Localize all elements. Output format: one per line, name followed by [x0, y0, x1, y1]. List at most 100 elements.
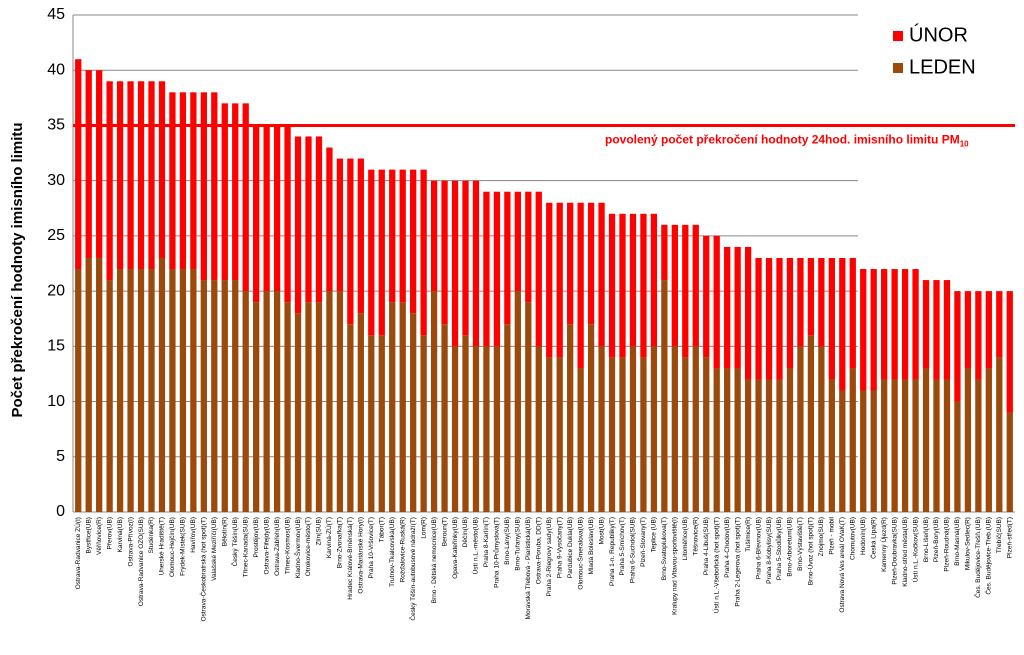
- x-tick-label: Český Těšín-autobusové nádraží(T): [408, 517, 417, 621]
- x-tick-label: Praha 2-Riegrovy sady(UB): [546, 517, 553, 596]
- bar-segment: [504, 191, 511, 325]
- bar-segment: [399, 302, 406, 512]
- x-tick-label: Brno-Zvonařka(T): [337, 517, 344, 568]
- x-tick-label: Česká Lípa(R): [868, 517, 877, 559]
- bar-segment: [305, 302, 312, 512]
- x-tick-label: Třinec-Kanada(SUB): [242, 517, 249, 577]
- bar-segment: [347, 158, 354, 325]
- bar-segment: [765, 379, 773, 512]
- bar-segment: [389, 302, 396, 512]
- bar-segment: [577, 368, 584, 512]
- bar-segment: [870, 269, 877, 391]
- bar-segment: [441, 180, 448, 325]
- x-tick-label: Praha 2-Legerova (hot spot)(T): [734, 517, 741, 607]
- y-tick-label: 20: [47, 282, 65, 299]
- x-tick-label: Ústí n.L.-město(UB): [471, 517, 480, 574]
- x-tick-label: Praha 5-Stodůlky(UB): [775, 517, 783, 580]
- bar-segment: [410, 169, 417, 314]
- bar-segment: [734, 368, 741, 512]
- x-tick-label: Rožďalovice-Ruská(R): [399, 517, 406, 582]
- bar-segment: [315, 136, 323, 303]
- bar-segment: [724, 246, 731, 369]
- legend-bg: [862, 18, 1012, 88]
- bar-segment: [734, 246, 741, 369]
- x-tick-label: Teplice (UB): [651, 517, 658, 552]
- bar-segment: [127, 81, 134, 270]
- bar-segment: [336, 291, 344, 512]
- y-tick-label: 5: [56, 448, 65, 465]
- x-tick-label: Děčín(UB): [462, 517, 469, 547]
- bar-segment: [504, 324, 511, 512]
- x-tick-label: Chomutov(UB): [849, 517, 856, 560]
- bar-segment: [587, 324, 595, 512]
- x-tick-label: Ostrava-Přívoz(I): [127, 517, 134, 566]
- bar-segment: [294, 313, 302, 512]
- bar-segment: [253, 125, 260, 303]
- bar-segment: [985, 291, 992, 369]
- bar-segment: [922, 368, 930, 512]
- bar-segment: [870, 390, 877, 512]
- bar-segment: [148, 269, 155, 512]
- x-tick-label: Brno - Dětská nemocnice(UB): [431, 517, 438, 603]
- bar-segment: [671, 346, 678, 512]
- bar-segment: [127, 269, 134, 512]
- bar-segment: [933, 280, 940, 380]
- legend-swatch: [893, 63, 903, 73]
- bar-segment: [200, 92, 207, 281]
- x-tick-label: Třebíč(SUB): [996, 517, 1003, 553]
- y-tick-label: 15: [47, 338, 65, 355]
- x-tick-label: Praha 4-Chodov(UB): [724, 517, 731, 578]
- x-tick-label: Brno-Úvoz (hot spot)(T): [806, 517, 815, 585]
- bar-segment: [472, 180, 480, 347]
- bar-segment: [587, 202, 595, 325]
- bar-segment: [608, 213, 616, 358]
- bar-segment: [807, 257, 815, 336]
- bar-segment: [912, 379, 919, 512]
- bar-segment: [294, 136, 302, 314]
- bar-segment: [828, 379, 835, 512]
- bar-segment: [964, 291, 972, 369]
- bar-segment: [776, 379, 783, 512]
- bar-segment: [232, 280, 239, 512]
- x-tick-label: Valašské Meziříčí(UB): [211, 517, 218, 581]
- bar-segment: [158, 257, 166, 512]
- bar-segment: [169, 269, 176, 512]
- x-tick-label: Ostrava-Fifejdy(UB): [263, 517, 270, 574]
- bar-segment: [619, 213, 626, 358]
- bar-segment: [943, 280, 951, 380]
- bar-segment: [420, 335, 427, 512]
- x-tick-label: Uherské Hradiště(T): [159, 517, 166, 576]
- bar-segment: [232, 103, 239, 281]
- bar-segment: [765, 257, 773, 380]
- bar-segment: [179, 269, 187, 512]
- bar-segment: [881, 379, 888, 512]
- bar-segment: [975, 291, 982, 380]
- bar-segment: [410, 313, 417, 512]
- bar-segment: [273, 125, 281, 292]
- y-tick-label: 30: [47, 172, 65, 189]
- bar-segment: [577, 202, 584, 369]
- bar-segment: [158, 81, 166, 258]
- bar-segment: [807, 335, 815, 512]
- bar-segment: [96, 70, 103, 258]
- bar-segment: [692, 346, 699, 512]
- bar-segment: [284, 302, 291, 512]
- x-tick-label: Třinec-Kosmos(UB): [284, 517, 291, 574]
- y-tick-label: 40: [47, 61, 65, 78]
- bar-segment: [849, 257, 856, 369]
- bar-segment: [525, 302, 532, 512]
- x-tick-label: Tušimice(R): [745, 517, 752, 552]
- x-tick-label: Praha 5-Smíchov(T): [619, 517, 626, 576]
- bar-segment: [881, 269, 888, 380]
- legend-label: LEDEN: [909, 56, 976, 78]
- bar-segment: [430, 291, 438, 512]
- x-tick-label: Olomouc-Šmeralova(UB): [575, 517, 584, 590]
- x-tick-label: Zlín(SUB): [316, 517, 323, 546]
- x-tick-label: Ostrava-Poruba, DD(T): [535, 517, 542, 584]
- reference-label-text: povolený počet překročení hodnoty 24hod.…: [605, 133, 960, 147]
- y-tick-label: 45: [47, 6, 65, 23]
- bar-segment: [535, 346, 542, 512]
- x-tick-label: Plzeň-Doubravka(SUB): [891, 517, 898, 585]
- reference-label-sub: 10: [960, 140, 969, 149]
- bar-segment: [116, 269, 124, 512]
